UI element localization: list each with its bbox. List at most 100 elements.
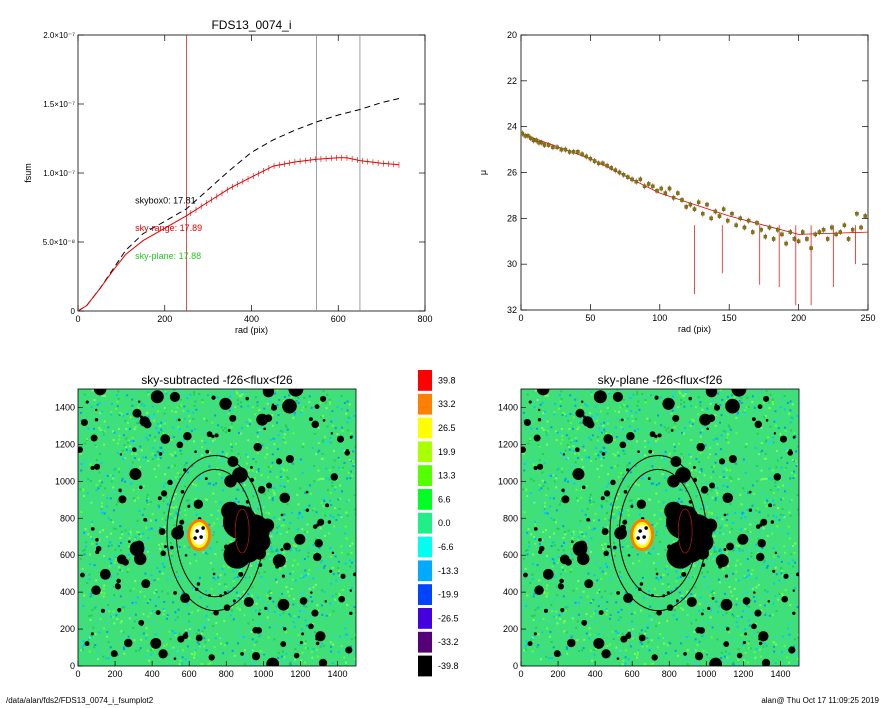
map2-noise	[639, 454, 642, 457]
map2-noise	[590, 391, 593, 394]
map1-noise	[91, 542, 94, 545]
map2-noise	[603, 421, 606, 424]
map2-noise	[566, 635, 569, 638]
map2-noise	[720, 525, 723, 528]
map2-noise	[642, 461, 645, 464]
map2-noise	[532, 499, 535, 502]
profile-point	[651, 184, 655, 188]
map1-noise	[92, 626, 95, 629]
map2-noise	[615, 435, 618, 438]
map1-masked-source	[280, 548, 284, 552]
map2-noise	[673, 426, 676, 429]
map1-noise	[95, 654, 98, 657]
map1-noise	[340, 394, 343, 397]
map2-noise	[589, 649, 592, 652]
map1-noise	[110, 411, 113, 414]
map1-masked-source	[117, 608, 122, 613]
map1-noise	[301, 528, 304, 531]
map1-masked-source	[232, 467, 248, 483]
map2-noise	[797, 445, 799, 448]
map2-noise	[568, 446, 571, 449]
map1-noise	[181, 662, 184, 665]
map2-noise	[545, 494, 548, 497]
map2-noise	[790, 553, 793, 556]
map1-noise	[226, 452, 229, 455]
map1-ytick-label: 1200	[55, 439, 75, 449]
map1-noise	[254, 413, 257, 416]
map1-noise	[113, 431, 116, 434]
map2-noise	[679, 392, 682, 395]
map2-noise	[707, 485, 710, 488]
map2-noise	[774, 595, 777, 598]
map2-noise	[794, 434, 797, 437]
map2-masked-source	[688, 396, 692, 401]
map1-noise	[270, 546, 273, 549]
map2-noise	[736, 616, 739, 619]
map2-noise	[629, 602, 632, 605]
map2-masked-source	[533, 526, 538, 531]
map2-noise	[610, 433, 613, 436]
map1-noise	[118, 566, 121, 569]
map2-noise	[696, 643, 699, 646]
map1-noise	[95, 579, 98, 582]
map1-noise	[203, 637, 206, 640]
map2-noise	[793, 586, 796, 589]
map2-noise	[687, 576, 690, 579]
map2-noise	[773, 582, 776, 585]
map2-noise	[771, 478, 774, 481]
map2-noise	[561, 438, 564, 441]
map1-noise	[100, 592, 103, 595]
map2-noise	[680, 488, 683, 491]
map2-noise	[766, 440, 769, 443]
map1-noise	[311, 623, 314, 626]
map2-noise	[673, 393, 676, 396]
map1-noise	[308, 587, 311, 590]
map1-masked-source	[118, 488, 122, 492]
map2-noise	[686, 483, 689, 486]
map1-noise	[103, 592, 106, 595]
map2-noise	[638, 408, 641, 411]
map1-noise	[346, 603, 349, 606]
map1-noise	[345, 537, 348, 540]
map2-noise	[571, 480, 574, 483]
map1-noise	[142, 613, 145, 616]
map2-masked-source	[593, 637, 605, 649]
map1-noise	[201, 446, 204, 449]
map2-noise	[552, 559, 555, 562]
map2-noise	[533, 501, 536, 504]
map1-masked-source	[279, 492, 291, 504]
map2-noise	[556, 561, 559, 564]
map1-noise	[322, 439, 325, 442]
map2-noise	[708, 511, 711, 514]
map1-noise	[300, 659, 303, 662]
map1-noise	[283, 656, 286, 659]
map1-noise	[343, 449, 346, 452]
map2-noise	[631, 546, 634, 549]
map2-masked-source	[538, 537, 542, 542]
map2-noise	[795, 569, 798, 572]
map2-noise	[684, 393, 687, 396]
map2-noise	[764, 589, 767, 592]
map2-noise	[665, 565, 668, 568]
map1-noise	[204, 430, 207, 433]
map1-noise	[352, 569, 355, 572]
map2-masked-source	[537, 408, 541, 412]
map1-noise	[116, 451, 119, 454]
map2-noise	[709, 609, 712, 612]
map2-noise	[765, 566, 768, 569]
map2-noise	[738, 617, 741, 620]
map2-noise	[760, 450, 763, 453]
map2-noise	[773, 555, 776, 558]
map2-noise	[768, 442, 771, 445]
map1-noise	[241, 391, 244, 394]
map2-noise	[572, 532, 575, 535]
map2-image	[521, 389, 799, 666]
map2-masked-source	[528, 400, 532, 404]
map2-noise	[794, 542, 797, 545]
map1-noise	[155, 600, 158, 603]
profile-model-line	[520, 133, 869, 235]
map2-noise	[694, 629, 697, 632]
map2-noise	[560, 545, 563, 548]
map2-noise	[686, 390, 689, 393]
map1-noise	[193, 393, 196, 396]
